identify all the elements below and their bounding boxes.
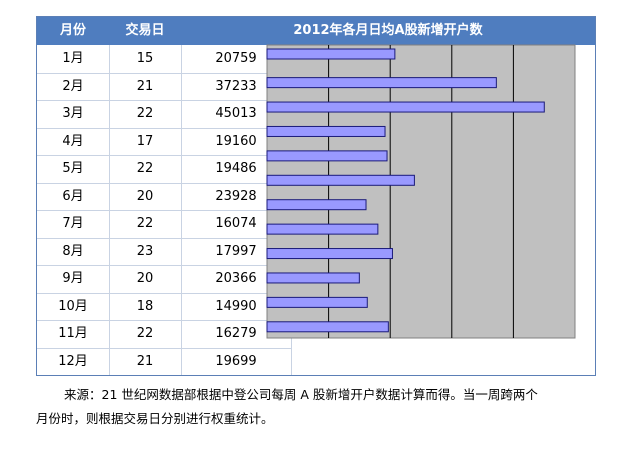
cell-accounts: 19160 xyxy=(215,133,257,149)
row-divider xyxy=(37,155,291,156)
bar-12月 xyxy=(266,321,389,333)
cell-month: 7月 xyxy=(62,216,84,231)
source-line-1: 来源：21 世纪网数据部根据中登公司每周 A 股新增开户数据计算而得。当一周跨两… xyxy=(64,387,538,402)
bar-2月 xyxy=(266,77,497,89)
cell-trading-days: 22 xyxy=(136,106,154,121)
cell-trading-days: 18 xyxy=(136,298,154,314)
cell-trading-days: 22 xyxy=(136,161,154,176)
row-divider xyxy=(37,72,291,74)
cell-month: 12月 xyxy=(58,353,88,369)
cell-trading-days: 17 xyxy=(136,133,154,149)
bar-5月 xyxy=(266,150,388,162)
plot-area xyxy=(266,44,576,339)
cell-accounts: 19699 xyxy=(215,353,257,369)
cell-trading-days: 15 xyxy=(136,51,154,66)
cell-accounts: 23928 xyxy=(215,188,257,204)
bar-9月 xyxy=(266,248,393,260)
bar-3月 xyxy=(266,101,545,113)
header-title: 2012年各月日均A股新增开户数 xyxy=(293,23,483,38)
cell-trading-days: 22 xyxy=(136,326,154,341)
cell-month: 3月 xyxy=(62,106,84,121)
bar-7月 xyxy=(266,199,367,211)
row-divider xyxy=(37,127,291,129)
row-divider xyxy=(37,265,291,266)
cell-trading-days: 20 xyxy=(136,271,154,286)
row-divider xyxy=(37,320,291,321)
cell-trading-days: 20 xyxy=(136,188,154,204)
chart-gridlines xyxy=(328,45,514,338)
cell-accounts: 14990 xyxy=(215,298,257,314)
cell-accounts: 20759 xyxy=(215,51,257,66)
cell-trading-days: 23 xyxy=(136,243,154,259)
cell-month: 9月 xyxy=(62,271,84,286)
header-month: 月份 xyxy=(59,23,86,38)
cell-trading-days: 21 xyxy=(136,78,154,94)
cell-trading-days: 22 xyxy=(136,216,154,231)
cell-accounts: 17997 xyxy=(215,243,257,259)
column-divider xyxy=(109,45,110,375)
cell-month: 5月 xyxy=(62,161,84,176)
row-divider xyxy=(37,100,291,101)
bar-10月 xyxy=(266,272,360,284)
bar-1月 xyxy=(266,48,396,60)
cell-trading-days: 21 xyxy=(136,353,154,369)
cell-accounts: 19486 xyxy=(215,161,257,176)
row-divider xyxy=(37,182,291,184)
cell-month: 4月 xyxy=(62,133,84,149)
cell-accounts: 45013 xyxy=(215,106,257,121)
row-divider xyxy=(37,237,291,239)
header-trading-days: 交易日 xyxy=(125,23,165,38)
cell-month: 8月 xyxy=(62,243,84,259)
cell-month: 6月 xyxy=(62,188,84,204)
row-divider xyxy=(37,347,291,349)
cell-accounts: 16279 xyxy=(215,326,257,341)
bar-chart xyxy=(266,44,576,339)
table-header: 月份 交易日 2012年各月日均A股新增开户数 xyxy=(37,17,595,45)
bar-11月 xyxy=(266,296,368,308)
chart-bars xyxy=(266,48,545,333)
cell-accounts: 16074 xyxy=(215,216,257,231)
source-note: 来源：21 世纪网数据部根据中登公司每周 A 股新增开户数据计算而得。当一周跨两… xyxy=(36,383,596,431)
bar-4月 xyxy=(266,125,386,137)
cell-month: 10月 xyxy=(58,298,88,314)
bar-8月 xyxy=(266,223,379,235)
cell-month: 2月 xyxy=(62,78,84,94)
row-divider xyxy=(37,210,291,211)
cell-month: 11月 xyxy=(58,326,88,341)
cell-accounts: 20366 xyxy=(215,271,257,286)
bar-6月 xyxy=(266,174,415,186)
row-divider xyxy=(37,292,291,294)
cell-month: 1月 xyxy=(62,51,84,66)
column-divider xyxy=(181,45,182,375)
source-line-2: 月份时，则根据交易日分别进行权重统计。 xyxy=(36,411,274,426)
cell-accounts: 37233 xyxy=(215,78,257,94)
